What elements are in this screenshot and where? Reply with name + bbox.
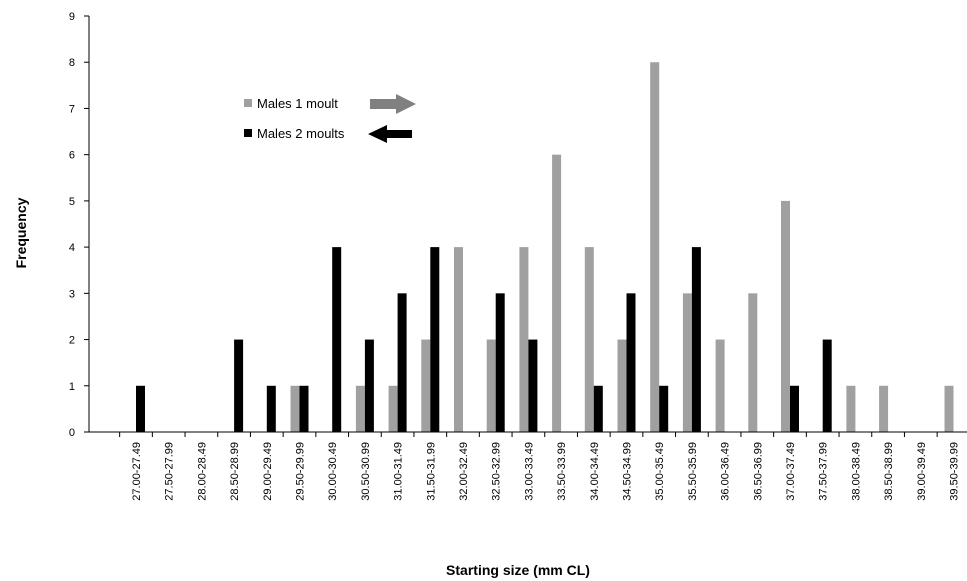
x-tick-label: 31.00-31.49: [393, 442, 405, 501]
bar-males-2-moults: [266, 385, 276, 432]
bar-males-1-moult: [355, 385, 365, 432]
x-tick-label: 29.00-29.49: [262, 442, 274, 501]
bar-males-2-moults: [234, 339, 244, 432]
bar-males-2-moults: [299, 385, 309, 432]
bar-males-2-moults: [136, 385, 145, 432]
x-tick-label: 33.00-33.49: [523, 442, 535, 501]
bar-males-2-moults: [691, 247, 701, 432]
y-ticks: 0 1 2 3 4 5 6 7 8 9: [69, 11, 89, 439]
bar-males-1-moult: [290, 385, 300, 432]
bar-males-2-moults: [430, 247, 440, 432]
x-tick-label: 28.00-28.49: [196, 442, 208, 501]
bar-males-2-moults: [626, 293, 636, 432]
legend-arrow-left-icon: [368, 125, 412, 143]
y-tick-label: 8: [69, 57, 75, 69]
x-axis-title: Starting size (mm CL): [446, 562, 590, 578]
bar-males-1-moult: [879, 385, 889, 432]
x-tick-label: 39.00-39.49: [916, 442, 928, 501]
x-tick-label: 27.50-27.99: [164, 442, 176, 501]
bar-males-1-moult: [617, 339, 627, 432]
x-tick-label: 33.50-33.99: [556, 442, 568, 501]
x-tick-label: 36.00-36.49: [720, 442, 732, 501]
bar-males-1-moult: [519, 247, 529, 432]
bar-males-2-moults: [659, 385, 669, 432]
x-tick-label: 34.50-34.99: [622, 442, 634, 501]
bar-males-2-moults: [364, 339, 374, 432]
x-tick-label: 31.50-31.99: [425, 442, 437, 501]
x-tick-label: 30.00-30.49: [327, 442, 339, 501]
x-tick-label: 30.50-30.99: [360, 442, 372, 501]
x-tick-label: 28.50-28.99: [229, 442, 241, 501]
legend-swatch-males-2-moults: [244, 129, 252, 137]
bars-group: [136, 62, 954, 432]
bar-males-2-moults: [790, 385, 799, 432]
bar-males-1-moult: [682, 293, 692, 432]
bar-males-1-moult: [846, 385, 856, 432]
legend-arrow-right-icon: [370, 94, 416, 114]
x-tick-label: 35.00-35.49: [654, 442, 666, 501]
x-tick-label: 32.50-32.99: [491, 442, 503, 501]
bar-males-2-moults: [528, 339, 538, 432]
bar-males-2-moults: [397, 293, 407, 432]
y-tick-label: 0: [69, 427, 75, 439]
bar-males-1-moult: [748, 293, 758, 432]
x-tick-label: 35.50-35.99: [687, 442, 699, 501]
bar-males-2-moults: [332, 247, 342, 432]
x-tick-label: 34.00-34.49: [589, 442, 601, 501]
y-tick-label: 1: [69, 381, 75, 393]
y-tick-label: 5: [69, 196, 75, 208]
x-tick-label: 38.50-38.99: [883, 442, 895, 501]
y-tick-label: 3: [69, 288, 75, 300]
x-tick-label: 36.50-36.99: [752, 442, 764, 501]
bar-males-1-moult: [650, 62, 660, 432]
y-tick-label: 4: [69, 242, 75, 254]
legend: Males 1 moult Males 2 moults: [244, 94, 416, 143]
bar-males-2-moults: [822, 339, 832, 432]
bar-males-1-moult: [421, 339, 431, 432]
bar-males-1-moult: [486, 339, 496, 432]
y-tick-label: 6: [69, 150, 75, 162]
bar-males-1-moult: [715, 339, 725, 432]
legend-label-males-2-moults: Males 2 moults: [257, 126, 345, 141]
y-tick-label: 7: [69, 103, 75, 115]
x-tick-label: 37.50-37.99: [818, 442, 830, 501]
y-axis-title: Frequency: [13, 197, 29, 268]
y-tick-label: 2: [69, 335, 75, 347]
bar-males-1-moult: [781, 200, 790, 432]
legend-swatch-males-1-moult: [244, 99, 252, 107]
bar-males-1-moult: [454, 247, 463, 432]
x-tick-label: 29.50-29.99: [295, 442, 307, 501]
x-tick-label: 37.00-37.49: [785, 442, 797, 501]
bar-males-1-moult: [584, 247, 594, 432]
bar-males-2-moults: [593, 385, 603, 432]
bar-males-2-moults: [495, 293, 505, 432]
x-ticks: 27.00-27.49 27.50-27.99 28.00-28.49 28.50-2…: [119, 432, 961, 501]
bar-males-1-moult: [388, 385, 398, 432]
bar-males-1-moult: [944, 385, 954, 432]
bar-males-1-moult: [552, 154, 562, 432]
legend-label-males-1-moult: Males 1 moult: [257, 96, 338, 111]
y-tick-label: 9: [69, 11, 75, 23]
x-tick-label: 38.00-38.49: [850, 442, 862, 501]
x-tick-label: 32.00-32.49: [458, 442, 470, 501]
x-tick-label: 39.50-39.99: [949, 442, 961, 501]
x-tick-label: 27.00-27.49: [131, 442, 143, 501]
